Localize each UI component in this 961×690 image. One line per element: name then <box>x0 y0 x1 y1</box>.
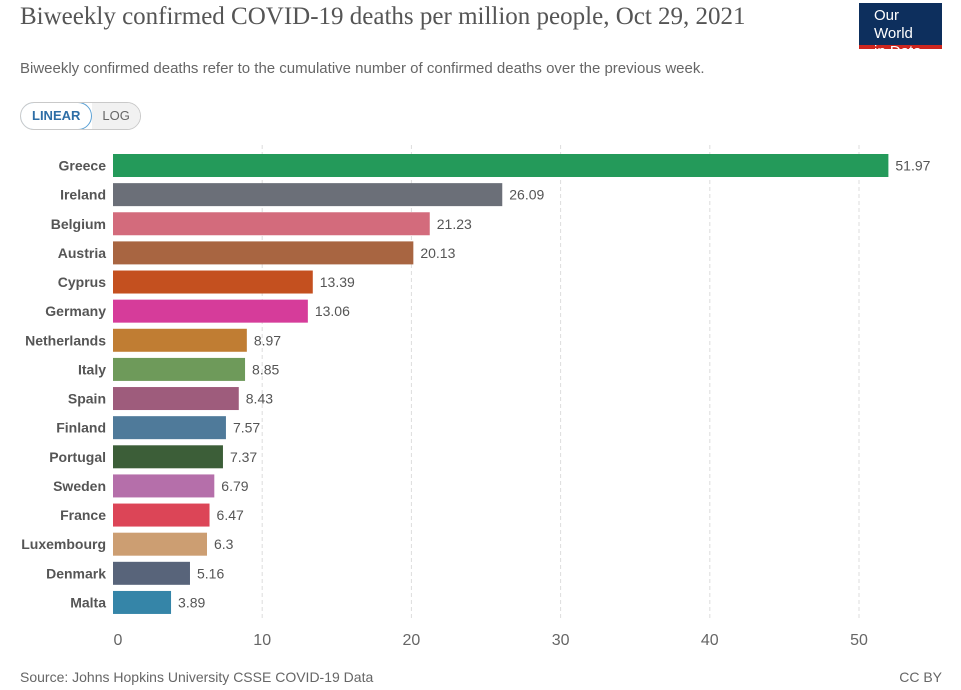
bar-italy[interactable] <box>113 357 246 381</box>
value-label: 21.23 <box>437 216 472 232</box>
linear-scale-button[interactable]: LINEAR <box>20 103 93 129</box>
bar-netherlands[interactable] <box>113 328 247 352</box>
category-label[interactable]: Netherlands <box>25 332 106 348</box>
bars: Greece 51.97 Ireland 26.09 Belgium 21.23 Austr… <box>21 154 931 614</box>
log-scale-button[interactable]: LOG <box>92 103 140 129</box>
x-tick-label: 50 <box>850 632 868 649</box>
bar-finland[interactable] <box>113 416 226 440</box>
category-label[interactable]: Malta <box>70 594 106 610</box>
bar-germany[interactable] <box>113 299 308 323</box>
category-label[interactable]: Spain <box>68 391 106 407</box>
value-label: 26.09 <box>509 187 544 203</box>
logo-line-1: Our World <box>874 7 913 42</box>
x-tick-label: 30 <box>552 632 570 649</box>
category-label[interactable]: Denmark <box>46 565 106 581</box>
x-tick-label: 10 <box>253 632 271 649</box>
category-label[interactable]: Italy <box>78 361 106 377</box>
category-label[interactable]: Cyprus <box>58 274 106 290</box>
value-label: 8.43 <box>246 391 273 407</box>
license-label[interactable]: CC BY <box>899 669 942 685</box>
bar-chart: Greece 51.97 Ireland 26.09 Belgium 21.23 Austr… <box>21 145 931 649</box>
x-tick-label: 40 <box>701 632 719 649</box>
bar-sweden[interactable] <box>113 474 215 498</box>
scale-toggle: LINEAR LOG <box>20 102 141 130</box>
value-label: 20.13 <box>420 245 455 261</box>
bar-cyprus[interactable] <box>113 270 313 294</box>
value-label: 7.57 <box>233 420 260 436</box>
bar-denmark[interactable] <box>113 561 190 585</box>
value-label: 8.85 <box>252 361 279 377</box>
category-label[interactable]: Germany <box>45 303 106 319</box>
chart-title: Biweekly confirmed COVID-19 deaths per m… <box>20 3 746 30</box>
value-label: 3.89 <box>178 594 205 610</box>
x-tick-label: 0 <box>114 632 123 649</box>
category-label[interactable]: Sweden <box>53 478 106 494</box>
value-label: 6.3 <box>214 536 234 552</box>
value-label: 6.47 <box>217 507 244 523</box>
bar-ireland[interactable] <box>113 183 503 207</box>
category-label[interactable]: Greece <box>59 158 107 174</box>
category-label[interactable]: Belgium <box>51 216 106 232</box>
bar-luxembourg[interactable] <box>113 532 207 556</box>
source-note[interactable]: Source: Johns Hopkins University CSSE CO… <box>20 669 374 685</box>
value-label: 6.79 <box>221 478 248 494</box>
bar-france[interactable] <box>113 503 210 527</box>
chart-subtitle: Biweekly confirmed deaths refer to the c… <box>20 60 705 77</box>
value-label: 13.39 <box>320 274 355 290</box>
value-label: 5.16 <box>197 565 224 581</box>
category-label[interactable]: Finland <box>56 420 106 436</box>
x-axis: 0 10 20 30 40 50 <box>114 632 868 649</box>
value-label: 7.37 <box>230 449 257 465</box>
category-label[interactable]: Luxembourg <box>21 536 106 552</box>
category-label[interactable]: Austria <box>58 245 106 261</box>
bar-spain[interactable] <box>113 387 239 411</box>
logo-line-2: in Data <box>874 43 922 60</box>
bar-austria[interactable] <box>113 241 414 265</box>
x-tick-label: 20 <box>403 632 421 649</box>
bar-greece[interactable] <box>113 154 889 177</box>
category-label[interactable]: France <box>60 507 106 523</box>
bar-portugal[interactable] <box>113 445 223 469</box>
value-label: 51.97 <box>895 158 930 174</box>
category-label[interactable]: Ireland <box>60 187 106 203</box>
value-label: 13.06 <box>315 303 350 319</box>
category-label[interactable]: Portugal <box>49 449 106 465</box>
bar-belgium[interactable] <box>113 212 430 236</box>
bar-malta[interactable] <box>113 590 172 614</box>
value-label: 8.97 <box>254 332 281 348</box>
owid-logo[interactable]: Our World in Data <box>859 3 942 60</box>
